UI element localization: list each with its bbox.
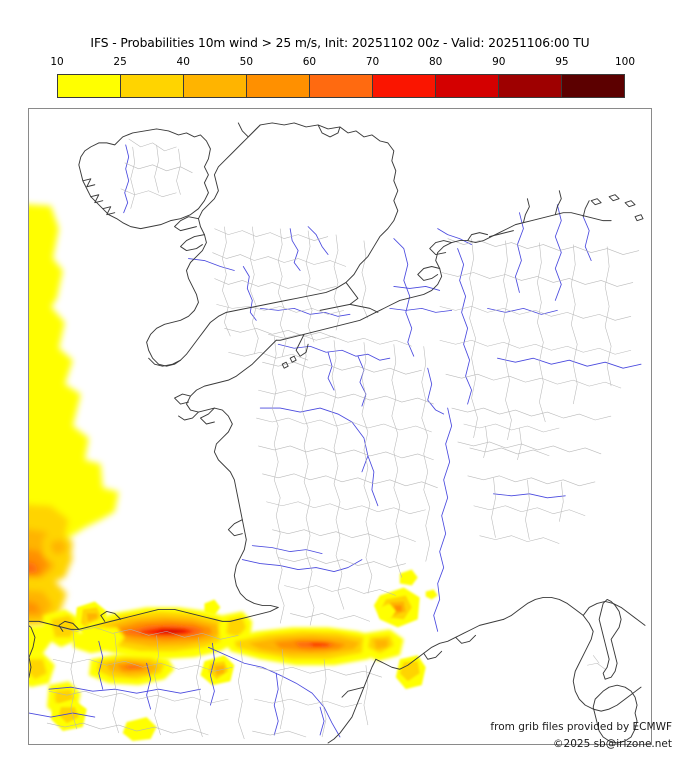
page-title: IFS - Probabilities 10m wind > 25 m/s, I… <box>90 36 590 50</box>
colorbar-tick-90: 90 <box>492 56 506 68</box>
colorbar-segment-1 <box>121 75 184 97</box>
colorbar-segment-7 <box>499 75 562 97</box>
rivers-layer <box>29 144 642 738</box>
colorbar-segment-3 <box>247 75 310 97</box>
colorbar-segment-4 <box>310 75 373 97</box>
colorbar: 10 25 40 50 60 70 80 90 95 100 <box>50 56 635 98</box>
colorbar-tick-25: 25 <box>113 56 127 68</box>
colorbar-tick-80: 80 <box>428 56 443 68</box>
colorbar-tick-100: 100 <box>614 56 636 68</box>
colorbar-tick-10: 10 <box>50 56 64 68</box>
colorbar-segment-6 <box>436 75 499 97</box>
map-frame[interactable] <box>28 108 652 745</box>
colorbar-tick-40: 40 <box>176 56 190 68</box>
colorbar-tick-60: 60 <box>302 56 317 68</box>
colorbar-tick-95: 95 <box>555 56 569 68</box>
admin-boundaries-layer <box>46 138 640 740</box>
probability-field <box>29 204 438 742</box>
colorbar-tick-50: 50 <box>239 56 254 68</box>
colorbar-segment-5 <box>373 75 436 97</box>
weather-map[interactable] <box>29 109 651 744</box>
colorbar-segment-8 <box>562 75 624 97</box>
colorbar-segment-2 <box>184 75 247 97</box>
colorbar-tick-labels: 10 25 40 50 60 70 80 90 95 100 <box>50 56 635 72</box>
colorbar-segment-0 <box>58 75 121 97</box>
colorbar-tick-70: 70 <box>365 56 380 68</box>
coastline-layer <box>29 122 646 744</box>
colorbar-gradient <box>57 74 625 98</box>
